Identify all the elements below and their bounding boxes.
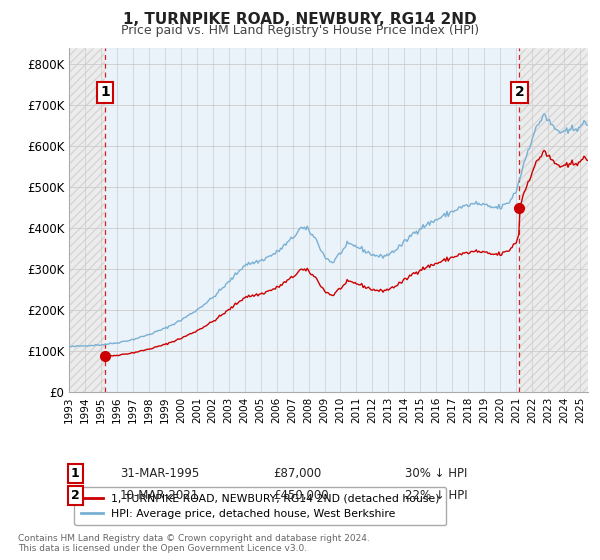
Text: 2: 2	[514, 85, 524, 99]
Text: 1: 1	[100, 85, 110, 99]
Text: 2: 2	[71, 489, 79, 502]
Text: 1: 1	[71, 466, 79, 480]
Text: 10-MAR-2021: 10-MAR-2021	[120, 489, 199, 502]
Text: Price paid vs. HM Land Registry's House Price Index (HPI): Price paid vs. HM Land Registry's House …	[121, 24, 479, 36]
Text: Contains HM Land Registry data © Crown copyright and database right 2024.
This d: Contains HM Land Registry data © Crown c…	[18, 534, 370, 553]
Text: £450,000: £450,000	[273, 489, 329, 502]
Text: 22% ↓ HPI: 22% ↓ HPI	[405, 489, 467, 502]
Text: 1, TURNPIKE ROAD, NEWBURY, RG14 2ND: 1, TURNPIKE ROAD, NEWBURY, RG14 2ND	[123, 12, 477, 27]
Bar	[69, 48, 105, 392]
Bar	[520, 48, 588, 392]
Text: 31-MAR-1995: 31-MAR-1995	[120, 466, 199, 480]
Text: 30% ↓ HPI: 30% ↓ HPI	[405, 466, 467, 480]
Text: £87,000: £87,000	[273, 466, 321, 480]
Legend: 1, TURNPIKE ROAD, NEWBURY, RG14 2ND (detached house), HPI: Average price, detach: 1, TURNPIKE ROAD, NEWBURY, RG14 2ND (det…	[74, 487, 446, 525]
